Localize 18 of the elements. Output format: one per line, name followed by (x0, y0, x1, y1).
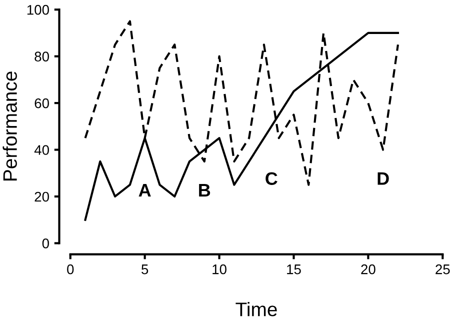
y-tick-label: 100 (27, 4, 49, 15)
annotation: C (266, 172, 278, 185)
annotation: A (138, 184, 151, 196)
y-tick-label: 0 (42, 238, 49, 248)
y-tick-label: 20 (34, 192, 49, 202)
x-tick-label: 5 (142, 264, 148, 274)
x-tick-label: 10 (212, 264, 226, 274)
x-tick-label: 20 (361, 264, 376, 274)
y-tick-label: 40 (34, 145, 49, 155)
x-tick-label: 0 (67, 264, 74, 274)
y-tick-label: 80 (34, 52, 49, 62)
x-tick-label: 25 (436, 264, 450, 274)
annotation: B (199, 184, 210, 196)
x-tick-label: 15 (287, 264, 301, 274)
annotation: D (378, 172, 389, 185)
y-axis-title: Performance (2, 72, 17, 180)
x-axis-title: Time (236, 302, 277, 316)
y-tick-label: 60 (34, 98, 49, 108)
